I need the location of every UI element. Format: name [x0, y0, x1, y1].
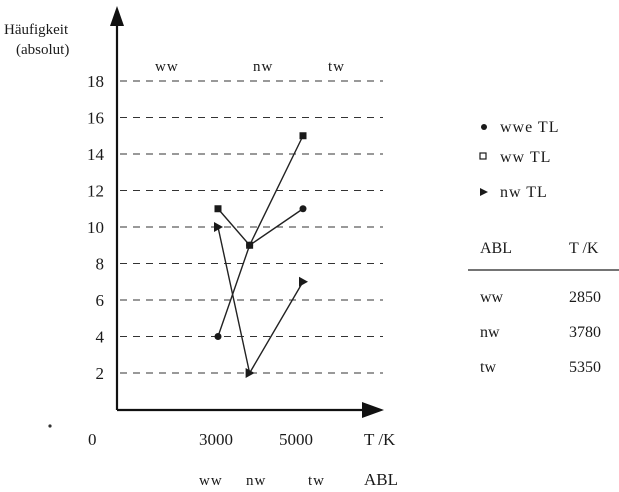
data-point	[214, 222, 223, 232]
table-cell-t: 2850	[569, 289, 601, 306]
data-point	[299, 276, 308, 287]
abl-table: ABL T /K ww 2850 nw 3780 tw 5350	[468, 240, 619, 376]
legend-square-icon	[479, 152, 487, 160]
table-cell-t: 3780	[569, 324, 601, 341]
data-point	[214, 333, 222, 340]
x-tick-5000: 5000	[279, 430, 313, 449]
data-series	[214, 132, 308, 378]
y-axis-label-line2: (absolut)	[16, 42, 69, 58]
stray-dot	[48, 424, 52, 428]
data-point	[245, 368, 255, 378]
legend-label-nw-tl: nw TL	[500, 184, 548, 201]
table-header-t: T /K	[569, 240, 599, 257]
x-secondary-nw: nw	[246, 473, 266, 489]
band-label-ww: ww	[155, 59, 179, 75]
data-point	[246, 241, 254, 249]
y-tick-label: 6	[96, 291, 105, 310]
table-cell-t: 5350	[569, 359, 601, 376]
legend-label-wwe-tl: wwe TL	[500, 119, 559, 136]
x-secondary-tw: tw	[308, 473, 325, 489]
series-triangle	[214, 222, 308, 378]
legend-circle-icon	[481, 124, 487, 130]
x-tick-3000: 3000	[199, 430, 233, 449]
table-cell-abl: tw	[480, 359, 496, 376]
y-tick-label: 16	[87, 109, 104, 128]
legend-triangle-icon	[480, 188, 488, 196]
series-line	[217, 208, 304, 337]
x-secondary-abl: ABL	[364, 470, 398, 489]
series-square	[214, 132, 307, 249]
y-tick-label: 2	[96, 364, 105, 383]
y-tick-label: 12	[87, 182, 104, 201]
grid-lines	[120, 80, 383, 374]
y-tick-label: 10	[87, 218, 104, 237]
legend-label-ww-tl: ww TL	[500, 149, 551, 166]
x-axis-arrow-icon	[362, 402, 384, 418]
x-secondary-ww: ww	[199, 473, 223, 489]
y-tick-label: 4	[96, 328, 105, 347]
table-header-abl: ABL	[480, 240, 512, 257]
data-point	[299, 132, 307, 140]
data-point	[214, 205, 222, 213]
y-axis-label-line1: Häufigkeit	[4, 22, 69, 38]
y-tick-label: 14	[87, 145, 105, 164]
x-tick-zero: 0	[88, 430, 97, 449]
y-tick-labels: 2 4 6 8 10 12 14 16 18	[87, 72, 105, 383]
table-cell-abl: nw	[480, 324, 500, 341]
band-label-tw: tw	[328, 59, 345, 75]
y-tick-label: 18	[87, 72, 104, 91]
y-axis-arrow-icon	[110, 6, 124, 26]
x-axis-label: T /K	[364, 430, 396, 449]
data-point	[299, 205, 307, 213]
band-label-nw: nw	[253, 59, 273, 75]
legend: wwe TL ww TL nw TL	[479, 119, 559, 201]
y-tick-label: 8	[96, 255, 105, 274]
table-cell-abl: ww	[480, 289, 504, 306]
